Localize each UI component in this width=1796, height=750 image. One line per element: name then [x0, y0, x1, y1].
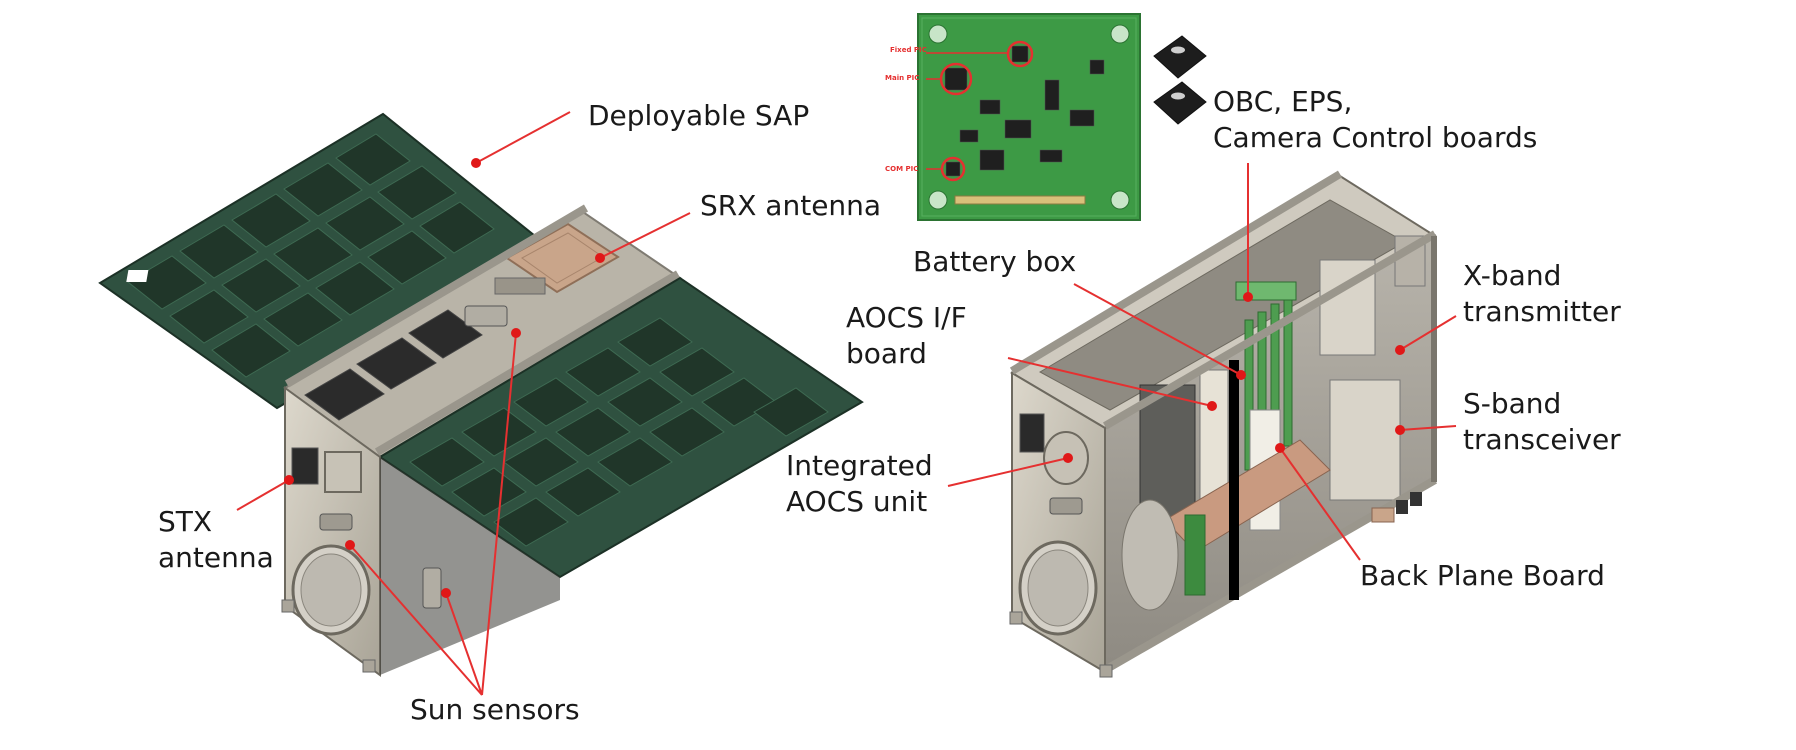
- pcb-components: [944, 45, 1105, 177]
- sun-sensor-front: [319, 513, 353, 531]
- solar-cells-side: [409, 317, 829, 547]
- stx-antenna-element: [291, 447, 319, 485]
- label-aocs-if-1: AOCS I/F: [846, 301, 967, 334]
- label-stx-antenna-1: STX: [158, 505, 213, 538]
- right-satellite: [1009, 170, 1438, 678]
- obc-stack: [1235, 281, 1297, 471]
- label-deployable-sap: Deployable SAP: [588, 99, 810, 132]
- top-connector: [494, 277, 546, 295]
- label-integrated-aocs-1: Integrated: [786, 449, 933, 482]
- pcb-label-main-pic: Main PIC: [885, 74, 920, 82]
- rail-top-2: [374, 270, 681, 456]
- chip-icon-bottom: [1153, 81, 1207, 125]
- chip-icon-top: [1153, 35, 1207, 79]
- rail-top-1: [284, 204, 589, 388]
- left-satellite: [98, 112, 864, 677]
- pcb-label-fixed-pic: Fixed PIC: [890, 46, 927, 54]
- pcb-connector: [954, 195, 1086, 205]
- label-obc-1: OBC, EPS,: [1213, 85, 1353, 118]
- solar-cells-deployable: [127, 133, 495, 378]
- top-dark-cells: [304, 309, 483, 421]
- pcb-board: [917, 13, 1141, 221]
- label-srx-antenna: SRX antenna: [700, 189, 882, 222]
- sun-sensor-side: [422, 567, 442, 609]
- sband-transceiver-body: [1329, 379, 1401, 501]
- leader-markers: [284, 158, 1405, 598]
- front-window: [324, 451, 362, 493]
- pcb-label-com-pic: COM PIC: [885, 165, 919, 173]
- label-obc-2: Camera Control boards: [1213, 121, 1538, 154]
- label-stx-antenna-2: antenna: [158, 541, 274, 574]
- label-battery-box: Battery box: [913, 245, 1077, 278]
- label-xband-1: X-band: [1463, 259, 1562, 292]
- label-integrated-aocs-2: AOCS unit: [786, 485, 928, 518]
- pcb-photo: [917, 13, 1141, 221]
- label-aocs-if-2: board: [846, 337, 927, 370]
- label-sband-2: transceiver: [1463, 423, 1621, 456]
- panel-marker: [126, 270, 149, 282]
- label-xband-2: transmitter: [1463, 295, 1621, 328]
- label-back-plane-board: Back Plane Board: [1360, 559, 1605, 592]
- left-side-shadow: [380, 457, 560, 675]
- sun-sensor-top: [464, 305, 508, 327]
- label-sun-sensors: Sun sensors: [410, 693, 580, 726]
- label-sband-1: S-band: [1463, 387, 1562, 420]
- leader-lines: [236, 111, 1457, 696]
